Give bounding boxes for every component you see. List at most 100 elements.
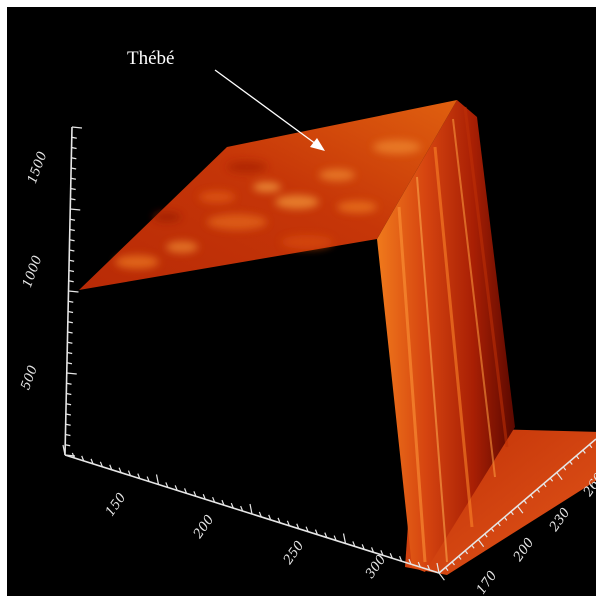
z-tick <box>66 362 73 365</box>
x-tick <box>90 458 94 465</box>
x-tick <box>352 541 356 547</box>
y-tick <box>536 488 541 493</box>
z-tick <box>71 157 77 160</box>
x-tick <box>109 464 113 470</box>
x-tick <box>436 562 440 574</box>
x-tick <box>71 452 75 459</box>
x-tick <box>314 529 319 535</box>
y-tick <box>549 477 554 482</box>
y-tick <box>471 544 475 549</box>
z-tick <box>67 341 73 344</box>
annotation-label: Thébé <box>127 48 174 69</box>
y-tick <box>484 533 488 538</box>
x-tick-label: 150 <box>103 491 130 520</box>
y-tick <box>582 449 586 454</box>
z-tick-label: 1000 <box>20 254 45 290</box>
z-tick <box>65 444 71 447</box>
y-tick <box>569 460 573 465</box>
y-tick-label: 200 <box>510 536 537 566</box>
x-tick <box>399 555 403 562</box>
annotation-arrow-line <box>214 69 321 148</box>
x-tick <box>305 526 309 532</box>
x-tick <box>427 564 431 571</box>
y-tick <box>438 572 445 581</box>
z-tick <box>70 177 77 180</box>
x-tick <box>277 517 281 524</box>
y-tick <box>490 527 495 532</box>
x-tick <box>230 502 234 509</box>
x-tick <box>212 496 216 503</box>
z-tick <box>67 321 73 324</box>
x-tick <box>296 523 300 529</box>
z-tick <box>66 382 72 385</box>
x-tick <box>324 532 328 538</box>
z-tick <box>69 249 75 252</box>
x-tick <box>99 461 103 468</box>
y-tick <box>523 500 527 504</box>
z-tick <box>68 290 79 293</box>
x-tick <box>342 533 347 544</box>
y-tick <box>556 472 563 481</box>
x-tick <box>62 444 66 456</box>
x-tick <box>408 558 412 565</box>
x-tick <box>202 494 206 500</box>
z-tick <box>71 167 77 170</box>
z-tick-label: 1500 <box>25 150 50 186</box>
z-tick <box>65 433 71 437</box>
x-tick-label: 200 <box>190 513 217 543</box>
y-tick <box>530 494 534 499</box>
z-tick <box>67 351 73 355</box>
x-tick <box>380 550 384 556</box>
y-tick <box>497 522 501 527</box>
y-tick <box>588 444 593 449</box>
y-tick <box>543 483 547 488</box>
chart-frame: 500 1000 1500 150 200 250 300 170 200 230 260 Théb… <box>7 7 596 596</box>
x-tick <box>137 473 141 479</box>
y-tick-label: 170 <box>474 569 501 596</box>
x-tick <box>240 505 244 512</box>
z-tick <box>71 146 77 150</box>
y-tick <box>510 511 514 516</box>
z-tick <box>65 413 71 416</box>
y-tick <box>458 555 462 560</box>
x-tick <box>81 455 85 462</box>
x-tick <box>174 485 178 491</box>
y-tick <box>477 539 485 548</box>
z-tick <box>71 136 77 139</box>
x-tick <box>286 520 290 527</box>
x-tick <box>258 511 262 518</box>
y-tick <box>445 567 449 571</box>
x-tick <box>221 499 225 506</box>
z-tick <box>68 269 75 273</box>
z-tick <box>66 372 77 375</box>
y-tick <box>451 561 455 566</box>
z-tick <box>65 423 71 426</box>
z-tick <box>70 187 76 191</box>
y-tick <box>562 466 567 471</box>
y-tick <box>575 455 580 460</box>
x-tick <box>389 553 393 559</box>
y-tick-label: 230 <box>546 506 573 536</box>
z-tick <box>67 310 74 314</box>
y-tick <box>464 550 469 555</box>
x-tick <box>361 544 365 550</box>
z-tick <box>65 403 72 406</box>
x-tick <box>165 482 169 488</box>
x-tick <box>417 561 421 568</box>
z-tick <box>70 208 81 211</box>
z-tick <box>68 280 74 283</box>
z-tick <box>69 218 76 221</box>
annotation-arrow-head <box>310 138 325 151</box>
z-tick-label: 500 <box>18 364 41 392</box>
cliff-streaks <box>397 106 509 563</box>
z-tick <box>70 198 76 201</box>
surface-top-texture <box>115 140 421 269</box>
z-tick <box>68 300 74 303</box>
z-tick <box>67 331 73 334</box>
surface-cliff <box>377 100 515 572</box>
x-tick-label: 250 <box>280 539 307 569</box>
x-tick <box>118 467 122 473</box>
x-tick <box>193 491 197 497</box>
z-tick <box>69 239 75 242</box>
